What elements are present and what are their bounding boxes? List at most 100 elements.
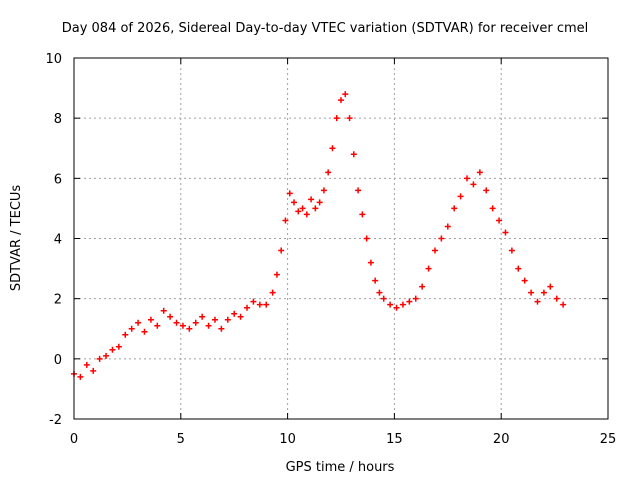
data-point (547, 283, 554, 290)
x-tick-label: 10 (279, 432, 296, 447)
data-point (167, 313, 174, 320)
data-point (521, 277, 528, 284)
data-point (308, 196, 315, 203)
data-point (451, 205, 458, 212)
x-tick-label: 25 (600, 432, 617, 447)
data-point (147, 316, 154, 323)
data-point (83, 361, 90, 368)
y-axis-label: SDTVAR / TECUs (9, 185, 24, 292)
data-point (553, 295, 560, 302)
x-tick-label: 20 (493, 432, 510, 447)
data-point (295, 208, 302, 215)
data-point (534, 298, 541, 305)
grid (74, 58, 608, 419)
data-point (316, 199, 323, 206)
data-point (399, 301, 406, 308)
data-point (320, 187, 327, 194)
data-point (179, 322, 186, 329)
data-point (286, 190, 293, 197)
x-tick-label: 15 (386, 432, 403, 447)
data-point (205, 322, 212, 329)
data-point (77, 373, 84, 380)
data-point (528, 289, 535, 296)
data-point (154, 322, 161, 329)
data-point (560, 301, 567, 308)
data-points (71, 91, 567, 380)
data-point (192, 319, 199, 326)
data-point (508, 247, 515, 254)
data-point (299, 205, 306, 212)
axis-ticks: 0 5 10 15 20 25 -2 0 2 4 6 8 10 (45, 52, 616, 447)
data-point (387, 301, 394, 308)
data-point (109, 346, 116, 353)
data-point (502, 229, 509, 236)
data-point (96, 355, 103, 362)
data-point (291, 199, 298, 206)
y-tick-label: 6 (54, 172, 62, 187)
data-point (282, 217, 289, 224)
data-point (359, 211, 366, 218)
data-point (431, 247, 438, 254)
data-point (256, 301, 263, 308)
data-point (141, 328, 148, 335)
data-point (444, 223, 451, 230)
y-tick-label: 10 (45, 52, 62, 67)
data-point (263, 301, 270, 308)
data-point (312, 205, 319, 212)
data-point (122, 331, 129, 338)
x-tick-label: 0 (70, 432, 78, 447)
data-point (393, 304, 400, 311)
data-point (269, 289, 276, 296)
data-point (224, 316, 231, 323)
chart-title: Day 084 of 2026, Sidereal Day-to-day VTE… (62, 21, 589, 36)
data-point (90, 367, 97, 374)
data-point (186, 325, 193, 332)
data-point (218, 325, 225, 332)
data-point (367, 259, 374, 266)
data-point (250, 298, 257, 305)
x-tick-label: 5 (177, 432, 185, 447)
data-point (350, 151, 357, 158)
data-point (470, 181, 477, 188)
data-point (496, 217, 503, 224)
data-point (333, 115, 340, 122)
data-point (464, 175, 471, 182)
data-point (199, 313, 206, 320)
data-point (173, 319, 180, 326)
data-point (476, 169, 483, 176)
data-point (438, 235, 445, 242)
data-point (303, 211, 310, 218)
data-point (338, 97, 344, 104)
data-point (115, 343, 122, 350)
data-point (103, 352, 110, 359)
y-tick-label: 8 (54, 112, 62, 127)
data-point (419, 283, 426, 290)
data-point (380, 295, 387, 302)
data-point (244, 304, 251, 311)
data-point (160, 307, 167, 314)
data-point (515, 265, 522, 272)
data-point (363, 235, 370, 242)
data-point (425, 265, 432, 272)
y-tick-label: 4 (54, 233, 62, 248)
data-point (211, 316, 218, 323)
data-point (231, 310, 238, 317)
data-point (376, 289, 383, 296)
data-point (325, 169, 332, 176)
data-point (273, 271, 280, 278)
data-point (329, 145, 336, 152)
data-point (412, 295, 419, 302)
data-point (483, 187, 490, 194)
data-point (457, 193, 464, 200)
y-tick-label: -2 (49, 413, 62, 428)
data-point (355, 187, 362, 194)
data-point (278, 247, 285, 254)
x-axis-label: GPS time / hours (286, 460, 395, 475)
data-point (237, 313, 244, 320)
data-point (135, 319, 142, 326)
data-point (406, 298, 413, 305)
data-point (372, 277, 379, 284)
y-tick-label: 2 (54, 293, 62, 308)
y-tick-label: 0 (54, 353, 62, 368)
